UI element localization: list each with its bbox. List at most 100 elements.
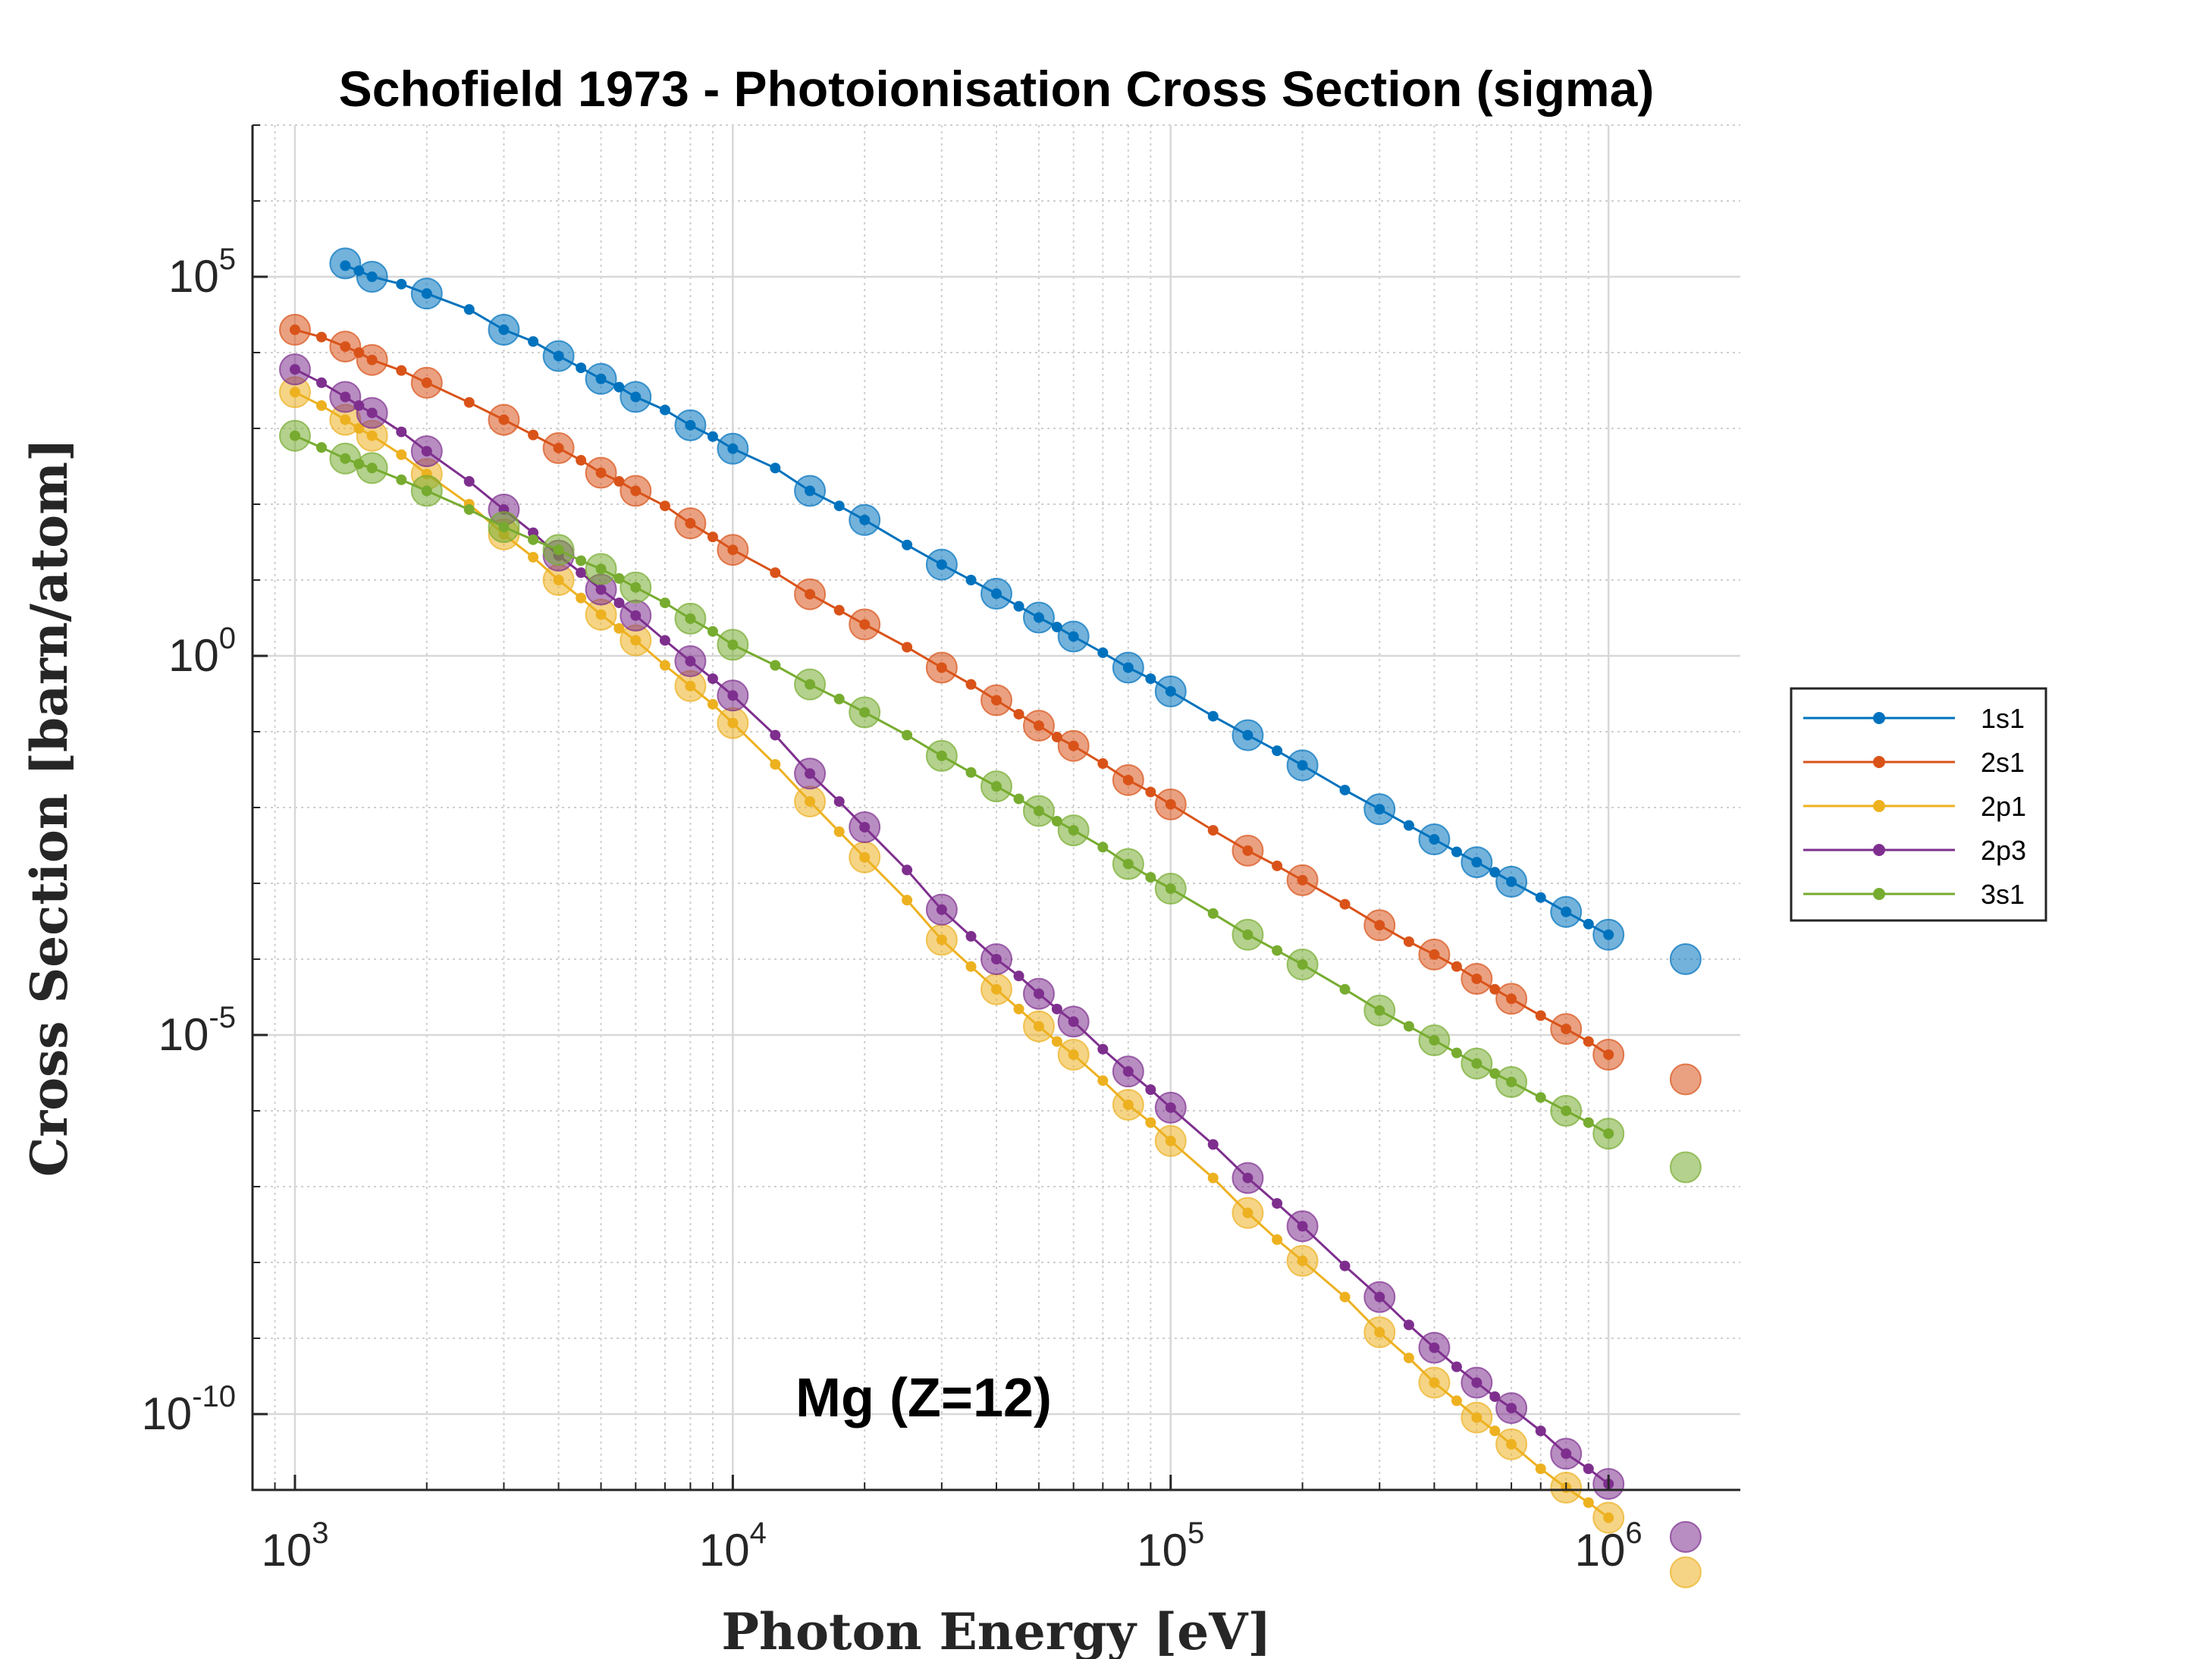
- line-point: [1145, 786, 1156, 798]
- line-point: [707, 673, 718, 685]
- line-point: [1535, 1425, 1546, 1437]
- legend[interactable]: 1s1 2s1 2p1 2p3 3s1: [1790, 687, 2047, 922]
- data-point: [1418, 1024, 1451, 1057]
- legend-entry-3s1[interactable]: 3s1: [1803, 879, 2025, 910]
- line-point: [1451, 961, 1462, 972]
- line-point: [1097, 1043, 1109, 1055]
- data-point: [1057, 729, 1090, 762]
- legend-label: 2p1: [1981, 791, 2026, 822]
- data-point: [1286, 949, 1319, 981]
- series-2p1: [278, 376, 1702, 1588]
- x-tick-label: 106: [1575, 1516, 1643, 1576]
- data-point: [329, 331, 362, 363]
- line-point: [1207, 825, 1219, 836]
- legend-entry-2s1[interactable]: 2s1: [1803, 747, 2025, 778]
- data-point: [1232, 918, 1264, 951]
- data-point: [1669, 1063, 1702, 1096]
- data-point: [1022, 601, 1055, 634]
- data-point: [980, 770, 1012, 803]
- line-point: [528, 551, 539, 563]
- data-point: [278, 313, 311, 346]
- data-point: [542, 340, 575, 372]
- data-point: [1363, 1281, 1396, 1313]
- data-point: [356, 261, 388, 293]
- line-point: [576, 567, 587, 579]
- data-point: [1669, 943, 1702, 975]
- line-point: [396, 278, 407, 290]
- line-point: [528, 429, 539, 441]
- legend-marker: [1873, 844, 1885, 856]
- data-point: [356, 452, 388, 485]
- data-point: [1057, 620, 1090, 653]
- data-point: [980, 578, 1012, 610]
- data-point: [488, 403, 520, 436]
- data-point: [1669, 1520, 1702, 1553]
- data-point: [1495, 1392, 1528, 1425]
- data-point: [925, 893, 958, 926]
- data-point: [585, 553, 617, 585]
- line-point: [1535, 1463, 1546, 1475]
- line-point: [707, 532, 718, 543]
- data-point: [1112, 848, 1144, 880]
- data-point: [794, 668, 827, 701]
- data-point: [1232, 1162, 1264, 1194]
- line-point: [316, 377, 328, 388]
- line-point: [902, 729, 913, 741]
- data-point: [674, 507, 707, 540]
- line-point: [1451, 846, 1462, 858]
- data-point: [1286, 1210, 1319, 1243]
- data-point: [717, 534, 749, 566]
- data-point: [1154, 1091, 1187, 1124]
- data-point: [1057, 814, 1090, 847]
- line-point: [833, 826, 845, 837]
- data-point: [794, 475, 827, 507]
- data-point: [1461, 962, 1493, 995]
- legend-entry-2p1[interactable]: 2p1: [1803, 791, 2026, 822]
- data-point: [1418, 823, 1451, 856]
- data-point: [585, 362, 617, 395]
- data-point: [1550, 1095, 1583, 1127]
- legend-entry-1s1[interactable]: 1s1: [1803, 703, 2025, 734]
- data-point: [356, 343, 388, 376]
- data-point: [1461, 1401, 1493, 1434]
- line-point: [396, 365, 407, 376]
- data-point: [717, 707, 749, 739]
- x-axis-label: Photon Energy [eV]: [721, 1602, 1271, 1659]
- data-point: [278, 353, 311, 386]
- data-point: [849, 696, 881, 729]
- line-point: [902, 864, 913, 876]
- legend-label: 2p3: [1981, 835, 2026, 866]
- tick-mark-layer: [253, 124, 1610, 1491]
- line-point: [1339, 784, 1351, 795]
- line-point: [1013, 1003, 1024, 1015]
- data-point: [1232, 719, 1264, 751]
- data-point: [1418, 1366, 1451, 1399]
- line-point: [528, 336, 539, 347]
- line-point: [1451, 1361, 1462, 1372]
- data-point: [1495, 865, 1528, 898]
- line-point: [1272, 1198, 1283, 1209]
- data-point: [620, 599, 652, 632]
- data-point: [1112, 1089, 1144, 1121]
- line-point: [1051, 1036, 1062, 1047]
- line-point: [707, 431, 718, 442]
- line-point: [1272, 945, 1283, 956]
- line-point: [659, 597, 670, 609]
- line-point: [1339, 1260, 1351, 1272]
- series-3s1: [278, 419, 1702, 1184]
- axes-background: [253, 125, 1740, 1490]
- legend-entry-2p3[interactable]: 2p3: [1803, 835, 2026, 866]
- line-point: [576, 592, 587, 604]
- line-point: [613, 597, 625, 609]
- data-point: [1022, 710, 1055, 742]
- data-point: [1232, 834, 1264, 867]
- line-point: [1097, 842, 1109, 853]
- line-point: [396, 426, 407, 437]
- data-point: [849, 811, 881, 843]
- data-point: [1592, 1118, 1625, 1150]
- data-point: [1112, 651, 1144, 684]
- line-point: [1583, 918, 1594, 930]
- y-tick-label: 10-5: [158, 1001, 236, 1060]
- legend-marker: [1873, 712, 1885, 724]
- line-point: [1051, 1003, 1062, 1015]
